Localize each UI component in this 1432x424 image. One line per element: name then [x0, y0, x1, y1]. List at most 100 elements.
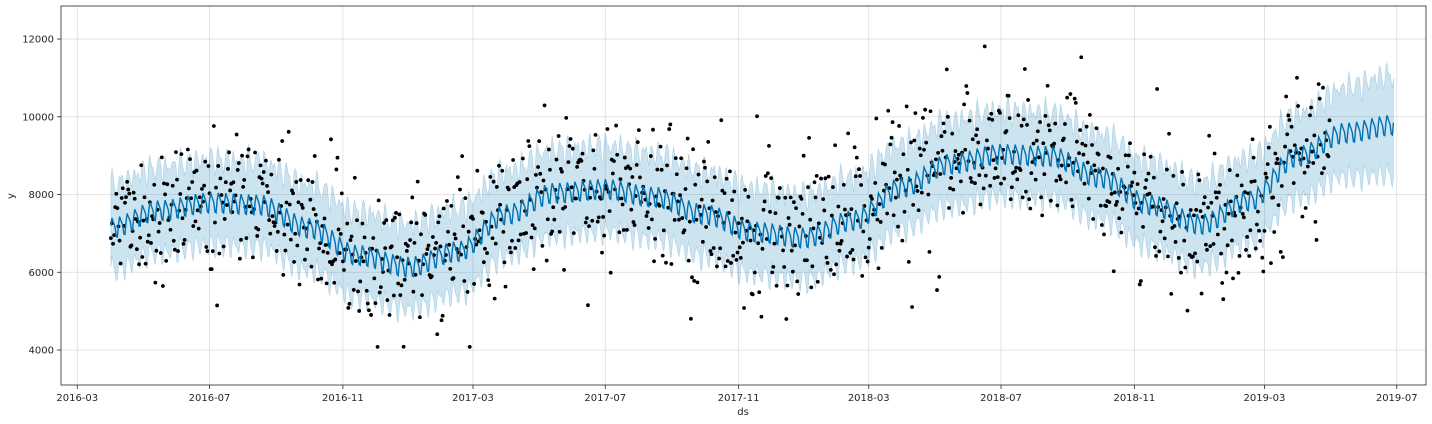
- observed-point: [1261, 269, 1266, 274]
- observed-point: [973, 181, 977, 186]
- observed-point: [485, 251, 489, 255]
- observed-point: [1171, 174, 1176, 178]
- observed-point: [143, 261, 148, 266]
- observed-point: [912, 138, 917, 143]
- observed-point: [1265, 162, 1270, 167]
- observed-point: [789, 248, 794, 253]
- observed-point: [170, 183, 175, 188]
- observed-point: [871, 212, 875, 217]
- observed-point: [481, 260, 486, 265]
- observed-point: [1322, 166, 1326, 171]
- observed-point: [108, 236, 113, 241]
- observed-point: [696, 172, 701, 177]
- observed-point: [858, 174, 862, 178]
- observed-point: [1237, 254, 1242, 258]
- observed-point: [215, 303, 220, 308]
- observed-point: [1303, 206, 1308, 210]
- observed-point: [1225, 243, 1230, 248]
- observed-point: [783, 195, 788, 200]
- observed-point: [1055, 203, 1060, 208]
- observed-point: [439, 318, 444, 323]
- observed-point: [1019, 123, 1024, 128]
- observed-point: [851, 257, 856, 262]
- observed-point: [711, 246, 716, 250]
- observed-point: [541, 178, 546, 183]
- observed-point: [569, 185, 574, 190]
- observed-point: [429, 274, 434, 279]
- observed-point: [709, 252, 714, 257]
- observed-point: [396, 281, 401, 286]
- observed-point: [995, 175, 1000, 180]
- x-tick-label: 2018-07: [980, 393, 1022, 404]
- observed-point: [1212, 151, 1217, 156]
- observed-point: [1241, 215, 1246, 220]
- observed-point: [646, 226, 651, 230]
- observed-point: [987, 116, 991, 121]
- observed-point: [1033, 177, 1038, 182]
- observed-point: [1120, 207, 1125, 212]
- observed-point: [511, 158, 516, 162]
- observed-point: [993, 166, 998, 171]
- observed-point: [829, 213, 834, 218]
- observed-point: [1185, 308, 1190, 313]
- observed-point: [859, 183, 864, 187]
- observed-point: [112, 233, 117, 238]
- observed-point: [226, 167, 230, 171]
- observed-point: [272, 224, 277, 228]
- observed-point: [138, 235, 143, 240]
- observed-point: [506, 187, 511, 192]
- observed-point: [761, 207, 766, 212]
- observed-point: [181, 241, 186, 246]
- observed-point: [518, 232, 523, 237]
- observed-point: [510, 238, 514, 243]
- observed-points-layer: [108, 44, 1332, 349]
- observed-point: [1090, 143, 1094, 147]
- observed-point: [612, 159, 616, 164]
- observed-point: [792, 200, 796, 205]
- observed-point: [790, 269, 795, 274]
- observed-point: [898, 173, 903, 178]
- observed-point: [194, 168, 199, 173]
- observed-point: [571, 231, 576, 236]
- observed-point: [317, 246, 321, 251]
- observed-point: [501, 229, 506, 234]
- observed-point: [977, 173, 982, 178]
- observed-point: [211, 124, 216, 128]
- observed-point: [544, 258, 549, 263]
- observed-point: [799, 196, 804, 201]
- observed-point: [132, 196, 137, 201]
- observed-point: [1146, 171, 1151, 176]
- observed-point: [141, 218, 146, 223]
- observed-point: [1243, 190, 1247, 195]
- observed-point: [667, 127, 672, 131]
- observed-point: [1081, 152, 1086, 157]
- y-tick-label: 8000: [29, 190, 54, 201]
- observed-point: [620, 202, 625, 207]
- observed-point: [1153, 245, 1157, 250]
- observed-point: [694, 217, 699, 222]
- observed-point: [1224, 270, 1229, 275]
- observed-point: [461, 224, 466, 229]
- observed-point: [916, 208, 921, 213]
- observed-point: [1302, 170, 1307, 175]
- observed-point: [806, 185, 810, 190]
- observed-point: [134, 247, 139, 252]
- observed-point: [115, 206, 120, 211]
- observed-point: [197, 195, 202, 200]
- observed-point: [618, 177, 623, 182]
- observed-point: [1137, 282, 1142, 287]
- observed-point: [180, 216, 185, 221]
- x-tick-label: 2016-07: [189, 393, 231, 404]
- observed-point: [945, 114, 950, 119]
- observed-point: [1022, 67, 1027, 71]
- observed-point: [527, 144, 532, 149]
- observed-point: [287, 202, 292, 207]
- observed-point: [1101, 166, 1105, 171]
- observed-point: [575, 165, 579, 169]
- observed-point: [938, 172, 943, 176]
- observed-point: [1233, 213, 1238, 218]
- observed-point: [965, 91, 970, 95]
- observed-point: [1059, 163, 1064, 168]
- observed-point: [1179, 270, 1183, 275]
- observed-point: [188, 157, 192, 162]
